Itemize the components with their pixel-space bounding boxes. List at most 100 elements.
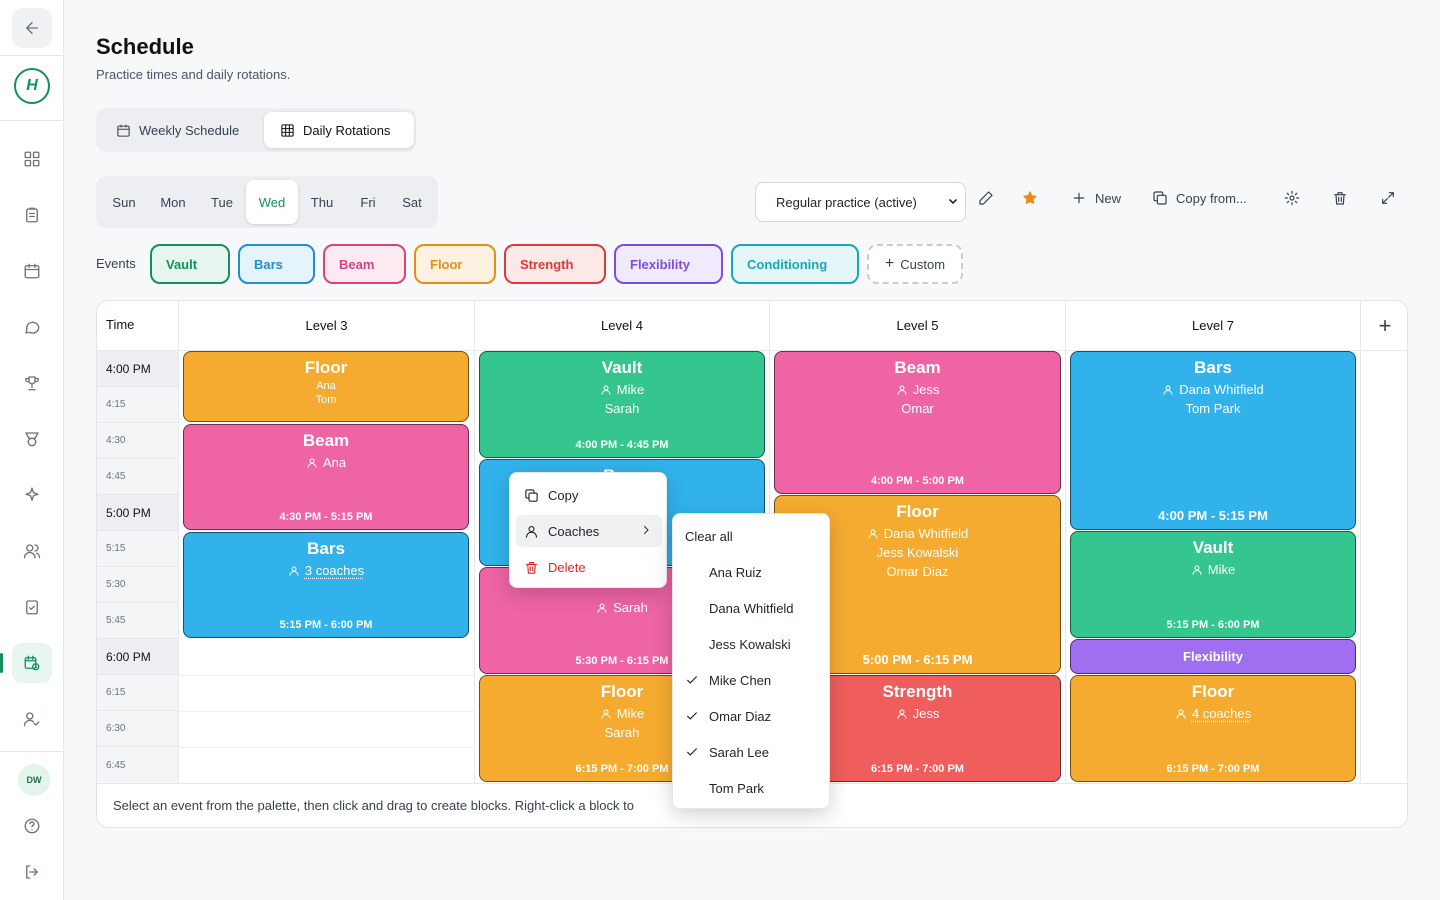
rotation-block[interactable]: Floor 4 coaches 6:15 PM - 7:00 PM	[1070, 675, 1356, 782]
avatar[interactable]: DW	[18, 764, 50, 796]
block-coach: Ana	[323, 455, 346, 470]
event-chip-conditioning[interactable]: Conditioning	[731, 244, 859, 284]
user-icon	[288, 565, 300, 577]
copy-from-button[interactable]: Copy from...	[1152, 190, 1247, 206]
sidebar-item-user-check[interactable]	[12, 699, 52, 739]
copy-icon	[524, 488, 539, 503]
sidebar-item-messages[interactable]	[12, 307, 52, 347]
sidebar-item-dashboard[interactable]	[12, 139, 52, 179]
block-coach: Mike	[617, 382, 644, 397]
coach-option[interactable]: Ana Ruiz	[673, 554, 831, 590]
rotation-block[interactable]: Beam Jess Omar 4:00 PM - 5:00 PM	[774, 351, 1061, 494]
grid-icon	[280, 123, 295, 138]
menu-item-label: Delete	[548, 560, 586, 575]
settings-button[interactable]	[1284, 190, 1300, 206]
user-icon	[596, 602, 608, 614]
menu-item-copy[interactable]: Copy	[516, 479, 662, 511]
rotation-block[interactable]: Vault Mike Sarah 4:00 PM - 4:45 PM	[479, 351, 765, 458]
sidebar-item-users[interactable]	[12, 531, 52, 571]
user-icon	[1175, 708, 1187, 720]
back-button[interactable]	[12, 8, 52, 48]
preset-select[interactable]: Regular practice (active)	[755, 182, 966, 222]
time-label: 5:00 PM	[97, 495, 178, 531]
coaches-summary[interactable]: 3 coaches	[305, 563, 364, 578]
block-event: Floor	[1071, 682, 1355, 702]
rotation-block[interactable]: Floor Ana Tom	[183, 351, 469, 422]
rotation-block[interactable]: Vault Mike 5:15 PM - 6:00 PM	[1070, 531, 1356, 638]
sidebar-item-schedule[interactable]	[12, 643, 52, 683]
menu-item-delete[interactable]: Delete	[516, 551, 662, 583]
delete-button[interactable]	[1332, 190, 1348, 206]
day-sat[interactable]: Sat	[390, 180, 434, 224]
time-label: 4:15	[97, 387, 178, 423]
logout-button[interactable]	[12, 852, 52, 892]
day-fri[interactable]: Fri	[346, 180, 390, 224]
block-time: 4:00 PM - 4:45 PM	[480, 439, 764, 451]
block-coaches[interactable]: 4 coaches	[1071, 706, 1355, 721]
event-chip-vault[interactable]: Vault	[150, 244, 230, 284]
day-thu[interactable]: Thu	[300, 180, 344, 224]
clear-all-coaches[interactable]: Clear all	[673, 518, 831, 554]
coach-option[interactable]: Dana Whitfield	[673, 590, 831, 626]
rotation-block[interactable]: Beam Ana 4:30 PM - 5:15 PM	[183, 424, 469, 530]
block-coach: Mike	[617, 706, 644, 721]
day-sun[interactable]: Sun	[100, 180, 148, 224]
day-mon[interactable]: Mon	[150, 180, 196, 224]
help-button[interactable]	[12, 806, 52, 846]
block-time: 4:30 PM - 5:15 PM	[184, 511, 468, 523]
block-time: 4:00 PM - 5:00 PM	[775, 475, 1060, 487]
favorite-button[interactable]	[1022, 190, 1038, 206]
sidebar-item-medal[interactable]	[12, 419, 52, 459]
time-label: 6:00 PM	[97, 639, 178, 675]
time-label: 4:30	[97, 423, 178, 459]
plus-icon	[1071, 190, 1087, 206]
sidebar-item-clipboard[interactable]	[12, 195, 52, 235]
sidebar-item-calendar[interactable]	[12, 251, 52, 291]
event-chip-flexibility[interactable]: Flexibility	[614, 244, 723, 284]
coach-option[interactable]: Sarah Lee	[673, 734, 831, 770]
calendar-icon	[116, 123, 131, 138]
event-chip-beam[interactable]: Beam	[323, 244, 406, 284]
day-selector: Sun Mon Tue Wed Thu Fri Sat	[96, 176, 438, 228]
copy-from-label: Copy from...	[1176, 191, 1247, 206]
level-header: Level 4	[475, 301, 770, 351]
clipboard-check-icon	[23, 598, 41, 616]
coach-name: Jess Kowalski	[709, 637, 791, 652]
fullscreen-button[interactable]	[1380, 190, 1396, 206]
dashboard-icon	[23, 150, 41, 168]
block-coach: Tom	[184, 394, 468, 406]
trash-icon	[1332, 190, 1348, 206]
block-coach: Sarah	[480, 401, 764, 416]
user-check-icon	[23, 710, 41, 728]
grid-line	[179, 747, 475, 748]
rotation-block[interactable]: Flexibility	[1070, 639, 1356, 674]
day-tue[interactable]: Tue	[200, 180, 244, 224]
edit-button[interactable]	[978, 190, 994, 206]
coach-option[interactable]: Omar Diaz	[673, 698, 831, 734]
event-chip-bars[interactable]: Bars	[238, 244, 315, 284]
custom-event-button[interactable]: + Custom	[867, 244, 963, 284]
sidebar-item-checklist[interactable]	[12, 587, 52, 627]
block-coach: Ana	[184, 380, 468, 392]
new-button[interactable]: New	[1071, 190, 1121, 206]
coach-option[interactable]: Tom Park	[673, 770, 831, 806]
rotation-block[interactable]: Bars Dana Whitfield Tom Park 4:00 PM - 5…	[1070, 351, 1356, 530]
add-level-button[interactable]: +	[1361, 301, 1408, 351]
coach-option[interactable]: Mike Chen	[673, 662, 831, 698]
sidebar-item-trophy[interactable]	[12, 363, 52, 403]
event-chip-strength[interactable]: Strength	[504, 244, 606, 284]
event-chip-floor[interactable]: Floor	[414, 244, 496, 284]
block-coaches: Jess	[775, 382, 1060, 397]
tab-weekly-schedule[interactable]: Weekly Schedule	[100, 112, 264, 148]
rotation-block[interactable]: Bars 3 coaches 5:15 PM - 6:00 PM	[183, 532, 469, 638]
sidebar-item-sparkles[interactable]	[12, 475, 52, 515]
help-icon	[23, 817, 41, 835]
menu-item-coaches[interactable]: Coaches	[516, 515, 662, 547]
coaches-summary[interactable]: 4 coaches	[1192, 706, 1251, 721]
coach-name: Sarah Lee	[709, 745, 769, 760]
block-coaches[interactable]: 3 coaches	[184, 563, 468, 578]
day-wed[interactable]: Wed	[246, 180, 298, 224]
custom-label: Custom	[900, 257, 945, 272]
coach-option[interactable]: Jess Kowalski	[673, 626, 831, 662]
tab-daily-rotations[interactable]: Daily Rotations	[264, 112, 414, 148]
